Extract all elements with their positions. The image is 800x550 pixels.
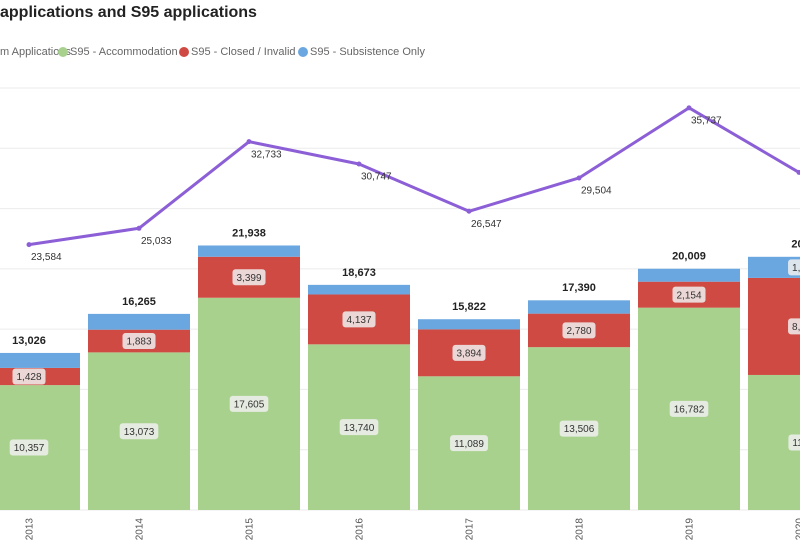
legend-marker (179, 47, 189, 57)
x-tick-label: 2017 (465, 518, 476, 541)
segment-label-bg (9, 439, 49, 456)
line-point (686, 105, 692, 111)
bar-segment (88, 313, 190, 330)
segment-label: 1,428 (16, 372, 41, 383)
bar-segment (528, 300, 630, 314)
segment-label: 8,0 (792, 322, 800, 333)
segment-label: 3,894 (456, 348, 481, 359)
segment-label: 13,740 (344, 423, 375, 434)
x-tick-label: 2020 (795, 518, 800, 541)
total-label: 18,673 (342, 267, 376, 279)
x-tick-label: 2014 (135, 518, 146, 541)
total-label: 16,265 (122, 296, 156, 308)
total-label: 20, (791, 239, 800, 251)
segment-label: 10,357 (14, 443, 45, 454)
bar-segment (748, 256, 800, 278)
segment-label: 13,073 (124, 427, 155, 438)
x-tick-label: 2018 (575, 518, 586, 541)
line-point (796, 169, 800, 175)
line-layer (26, 105, 800, 248)
segment-label-bg (12, 368, 46, 385)
legend: m Applications S95 - Accommodation S95 - C… (0, 46, 425, 58)
segment-label-bg (119, 423, 159, 440)
segment-label: 11, (792, 438, 800, 449)
chart-title: applications and S95 applications (0, 4, 257, 21)
segment-label-bg (788, 259, 800, 276)
bar-segment (198, 245, 300, 257)
legend-label: m Applications (0, 46, 71, 58)
segment-label-bg (450, 435, 488, 452)
total-label: 17,390 (562, 282, 596, 294)
segment-label: 1,883 (126, 337, 151, 348)
line-label: 23,584 (31, 252, 62, 263)
line-series (28, 106, 800, 247)
segment-label-bg (339, 419, 379, 436)
line-point (466, 208, 472, 214)
x-tick-label: 2016 (355, 518, 366, 541)
line-label: 35,737 (691, 115, 722, 126)
bar-segment (418, 319, 520, 330)
segment-label: 2,780 (566, 326, 591, 337)
legend-marker (58, 47, 68, 57)
segment-label-bg (342, 311, 376, 328)
segment-label-bg (672, 286, 706, 303)
x-tick-label: 2015 (245, 518, 256, 541)
legend-label: S95 - Subsistence Only (310, 46, 425, 58)
line-point (246, 139, 252, 145)
labels: 10,357 1,428 13,026 2013 13,073 1,883 16,265 20… (9, 115, 800, 541)
line-point (576, 175, 582, 181)
line-point (356, 161, 362, 167)
bar-segment (0, 352, 80, 368)
segment-label-bg (669, 400, 709, 417)
total-label: 21,938 (232, 227, 266, 239)
bar-segment (308, 284, 410, 295)
line-label: 29,504 (581, 186, 612, 197)
legend-label: S95 - Closed / Invalid (191, 46, 296, 58)
segment-label: 3,399 (236, 273, 261, 284)
segment-label-bg (788, 434, 800, 451)
segment-label: 17,605 (234, 400, 265, 411)
legend-label: S95 - Accommodation (70, 46, 178, 58)
segment-label-bg (559, 420, 599, 437)
line-label: 30,747 (361, 172, 392, 183)
segment-label: 16,782 (674, 404, 705, 415)
line-label: 26,547 (471, 219, 502, 230)
line-point (26, 242, 32, 248)
line-label: 32,733 (251, 149, 282, 160)
segment-label: 11,089 (454, 439, 484, 450)
segment-label-bg (788, 318, 800, 335)
legend-marker (298, 47, 308, 57)
x-tick-label: 2019 (685, 518, 696, 541)
segment-label-bg (229, 395, 269, 412)
bar-segment (638, 268, 740, 282)
segment-label: 1,7 (792, 263, 800, 274)
segment-label: 13,506 (564, 424, 595, 435)
bars (0, 245, 800, 510)
segment-label-bg (122, 333, 156, 350)
segment-label-bg (232, 269, 266, 286)
segment-label-bg (562, 322, 596, 339)
total-label: 15,822 (452, 301, 486, 313)
segment-label-bg (452, 344, 486, 361)
line-label: 25,033 (141, 236, 172, 247)
line-point (136, 225, 142, 231)
total-label: 13,026 (12, 335, 46, 347)
total-label: 20,009 (672, 251, 706, 263)
segment-label: 4,137 (346, 315, 371, 326)
segment-label: 2,154 (676, 290, 701, 301)
x-tick-label: 2013 (25, 518, 36, 541)
